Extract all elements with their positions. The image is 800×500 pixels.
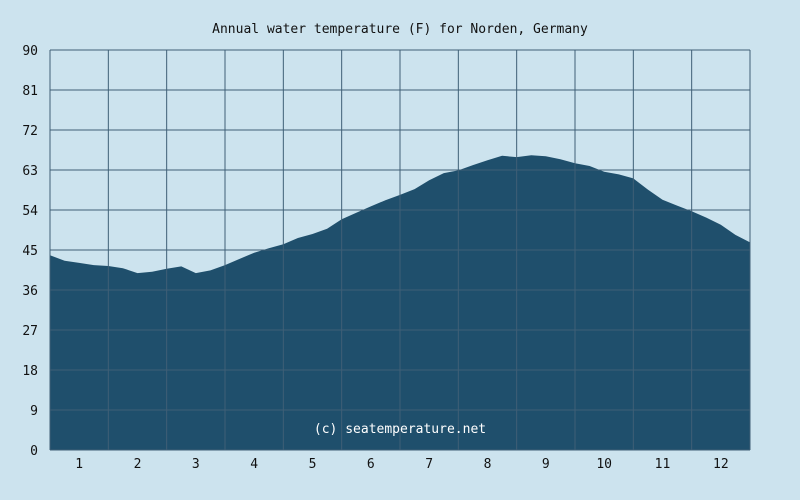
x-tick-label: 2 [134, 457, 142, 472]
x-tick-label: 7 [425, 457, 433, 472]
y-tick-label: 9 [30, 404, 38, 419]
x-tick-label: 10 [596, 457, 612, 472]
y-tick-label: 36 [22, 284, 38, 299]
x-tick-label: 5 [309, 457, 317, 472]
y-tick-label: 72 [22, 124, 38, 139]
x-axis-ticks: 1 2 3 4 5 6 7 8 9 10 11 12 [75, 457, 728, 472]
x-tick-label: 1 [75, 457, 83, 472]
grid-layer [49, 49, 751, 451]
y-tick-label: 63 [22, 164, 38, 179]
y-tick-label: 54 [22, 204, 38, 219]
x-tick-label: 8 [484, 457, 492, 472]
chart-title: Annual water temperature (F) for Norden,… [212, 22, 588, 37]
y-tick-label: 90 [22, 44, 38, 59]
y-tick-label: 45 [22, 244, 38, 259]
x-tick-label: 4 [250, 457, 258, 472]
y-tick-label: 27 [22, 324, 38, 339]
y-tick-label: 0 [30, 444, 38, 459]
x-tick-label: 9 [542, 457, 550, 472]
x-tick-label: 12 [713, 457, 729, 472]
y-axis-ticks: 0 9 18 27 36 45 54 63 72 81 90 [22, 44, 38, 459]
x-tick-label: 11 [655, 457, 671, 472]
x-tick-label: 6 [367, 457, 375, 472]
y-tick-label: 18 [22, 364, 38, 379]
y-tick-label: 81 [22, 84, 38, 99]
x-tick-label: 3 [192, 457, 200, 472]
credit-watermark: (c) seatemperature.net [314, 422, 486, 437]
